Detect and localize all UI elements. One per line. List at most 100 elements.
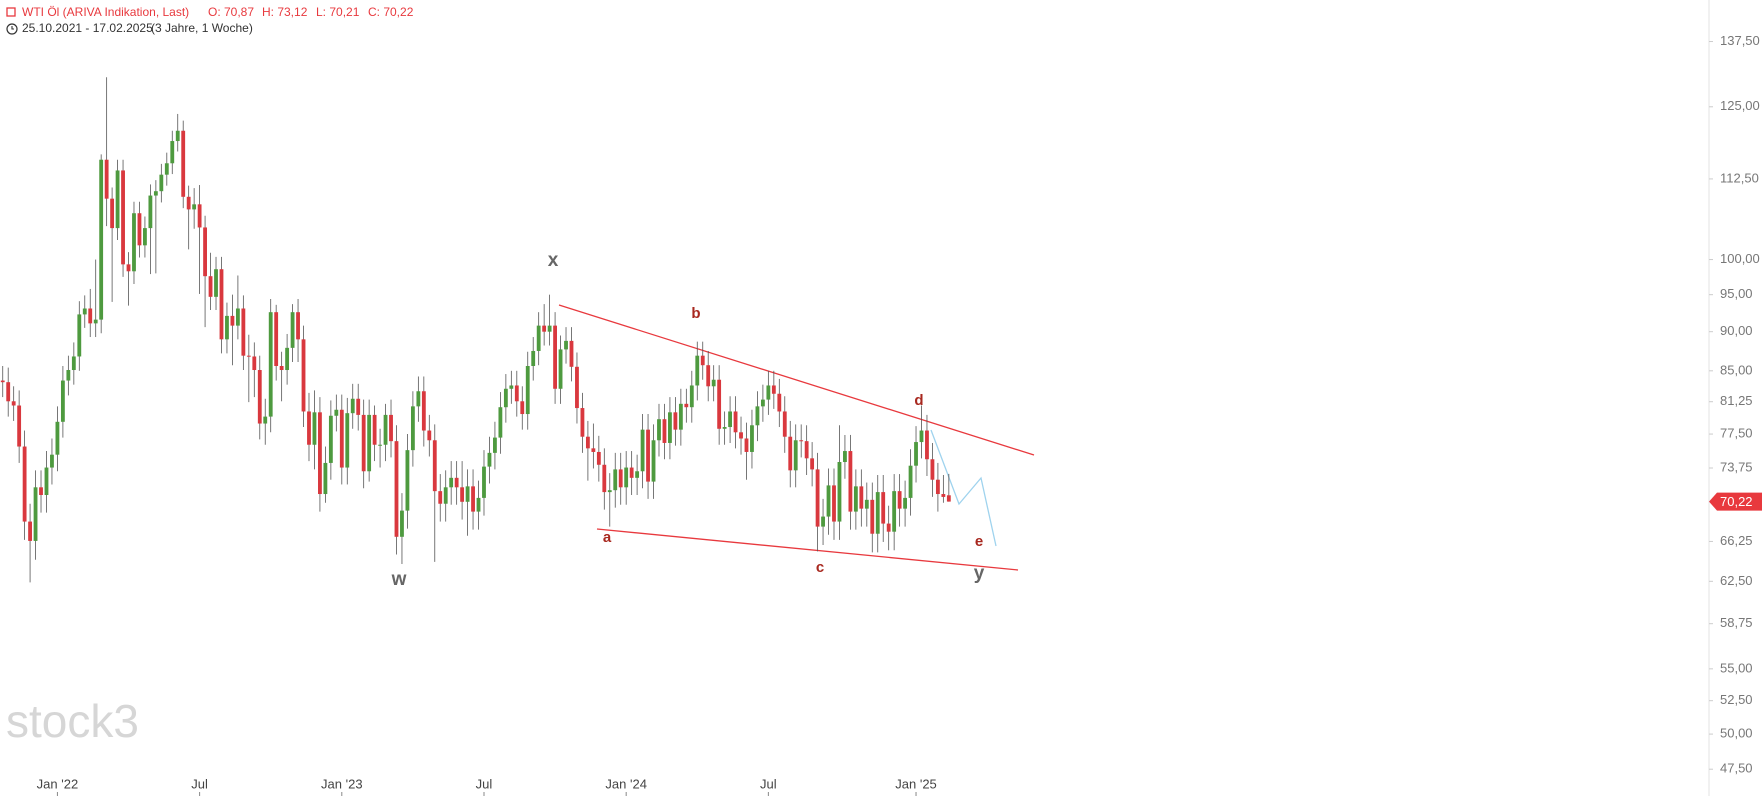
candle-body [503, 388, 508, 408]
candle-body [618, 469, 623, 488]
wave-label: y [974, 563, 985, 584]
candle-body [525, 366, 530, 415]
wave-label: e [975, 533, 983, 550]
candle-body [449, 477, 454, 488]
x-tick-label: Jul [760, 776, 777, 791]
candle-body [6, 382, 11, 402]
candle-body [126, 264, 131, 272]
candle-body [39, 487, 43, 495]
candle-body [673, 412, 678, 430]
projection-line [930, 429, 997, 547]
candle-body [782, 411, 787, 437]
candle-body [44, 467, 49, 495]
candle-body [892, 491, 897, 532]
candle-body [17, 405, 22, 447]
candle-body [941, 494, 946, 497]
candle-body [547, 325, 552, 332]
x-tick-label: Jan '23 [321, 776, 363, 791]
candle-body [394, 441, 399, 537]
candle-body [755, 406, 760, 426]
candle-body [345, 413, 350, 468]
candle-body [935, 479, 940, 495]
candle-body [646, 429, 650, 482]
candle-body [181, 130, 186, 197]
symbol-icon [6, 7, 16, 17]
candle-body [11, 401, 16, 406]
candle-body [400, 510, 404, 537]
candle-body [635, 471, 640, 478]
candle-body [88, 308, 93, 324]
candle-body [596, 451, 601, 465]
candle-body [750, 425, 754, 452]
trend-line [558, 304, 1035, 456]
candle-body [378, 444, 382, 446]
candle-body [591, 448, 596, 452]
y-tick-label: 77,50 [1720, 425, 1753, 440]
candle-body [230, 315, 235, 326]
candle-body [438, 491, 443, 504]
candle-body [82, 308, 87, 315]
candle-body [919, 430, 924, 443]
trend-line [596, 528, 1019, 571]
wave-label: a [603, 529, 612, 546]
candle-body [897, 491, 902, 509]
y-tick-label: 137,50 [1720, 33, 1760, 48]
candle-body [361, 414, 366, 472]
candle-body [482, 466, 486, 498]
candle-body [793, 440, 798, 471]
y-tick-label: 73,75 [1720, 459, 1753, 474]
candle-body [148, 195, 153, 229]
y-tick-label: 112,50 [1720, 170, 1759, 185]
y-tick-label: 66,25 [1720, 533, 1753, 548]
candle-body [640, 429, 645, 472]
candle-body [350, 398, 355, 414]
clock-icon [6, 23, 18, 35]
candle-body [186, 196, 191, 210]
period: (3 Jahre, 1 Woche) [151, 21, 253, 35]
x-tick-label: Jul [476, 776, 493, 791]
candle-body [137, 213, 142, 246]
candle-body [821, 516, 825, 527]
candle-body [651, 440, 656, 482]
y-tick-label: 100,00 [1720, 251, 1760, 266]
instrument-title: WTI Öl (ARIVA Indikation, Last) [22, 5, 189, 19]
candle-body [241, 308, 246, 356]
candle-body [575, 366, 579, 409]
candle-body [766, 385, 771, 400]
candle-body [624, 467, 629, 488]
candle-body [739, 432, 743, 439]
header: WTI Öl (ARIVA Indikation, Last) O: 70,87… [6, 5, 414, 35]
price-tag-label: 70,22 [1720, 494, 1753, 509]
candle-body [476, 497, 481, 512]
candle-body [777, 393, 782, 412]
candle-body [580, 408, 585, 437]
candle-body [471, 486, 475, 512]
x-tick-label: Jan '25 [895, 776, 937, 791]
candle-body [55, 421, 60, 455]
wave-label: c [816, 559, 824, 576]
candle-body [657, 419, 661, 441]
candle-body [421, 391, 426, 431]
x-tick-label: Jul [191, 776, 208, 791]
x-tick-label: Jan '22 [37, 776, 79, 791]
candle-body [728, 411, 732, 428]
candle-body [71, 356, 76, 371]
candle-body [569, 340, 574, 367]
candle-body [28, 521, 32, 541]
candle-body [564, 340, 568, 350]
candle-body [689, 385, 694, 408]
candle-body [832, 485, 836, 522]
candle-body [870, 499, 875, 534]
candle-body [432, 440, 437, 492]
candle-body [153, 191, 158, 196]
watermark: stock3 [6, 695, 139, 747]
candle-body [853, 486, 858, 512]
candle-body [22, 446, 27, 522]
candle-body [837, 462, 842, 522]
candle-body [607, 490, 612, 493]
candle-body [788, 436, 793, 471]
candle-body [318, 412, 322, 495]
candle-body [848, 451, 853, 512]
candle-body [257, 370, 262, 424]
